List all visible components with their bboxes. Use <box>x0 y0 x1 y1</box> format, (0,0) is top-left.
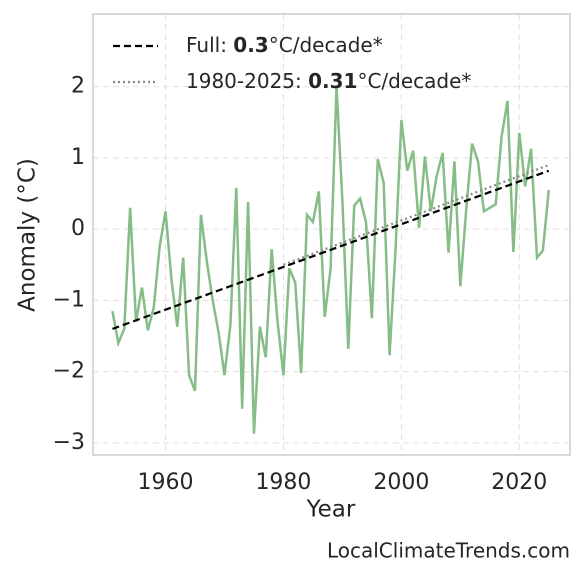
legend-text: 1980-2025: <box>186 69 308 93</box>
legend-text: 0.31 <box>308 69 357 93</box>
trend-line <box>283 164 550 266</box>
x-tick-label: 2000 <box>373 470 429 495</box>
x-tick-label: 1980 <box>255 470 311 495</box>
data-line <box>111 86 551 434</box>
y-tick-label: −2 <box>53 359 85 384</box>
y-tick-label: −3 <box>53 430 85 455</box>
y-axis-label: Anomaly (°C) <box>15 158 41 312</box>
plot-frame <box>92 13 571 456</box>
watermark: LocalClimateTrends.com <box>327 539 570 563</box>
legend-text: Full: <box>186 33 233 57</box>
legend-label: Full: 0.3°C/decade* <box>186 33 383 57</box>
y-tick-label: −1 <box>53 287 85 312</box>
legend-text: °C/decade* <box>269 33 383 57</box>
legend-text: 0.3 <box>233 33 268 57</box>
x-axis-label: Year <box>306 497 356 523</box>
trend-line <box>112 169 550 330</box>
y-tick-label: 0 <box>71 216 85 241</box>
legend-text: °C/decade* <box>357 69 471 93</box>
x-tick-label: 2020 <box>491 470 547 495</box>
y-tick-label: 1 <box>71 145 85 170</box>
x-tick-label: 1960 <box>138 470 194 495</box>
legend-label: 1980-2025: 0.31°C/decade* <box>186 69 471 93</box>
y-tick-label: 2 <box>71 74 85 99</box>
